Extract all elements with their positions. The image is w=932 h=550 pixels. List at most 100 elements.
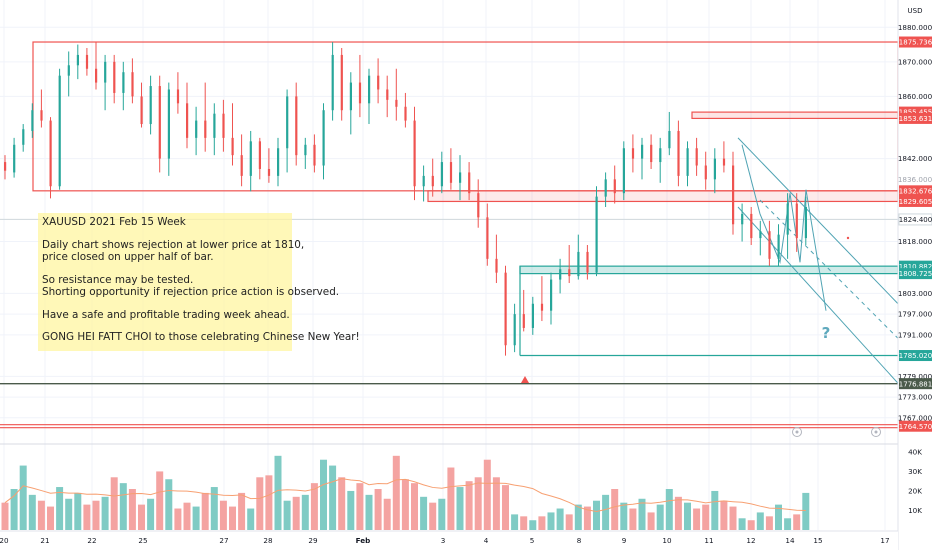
candle-body [459,172,462,183]
volume-bar [611,489,619,530]
volume-bar [620,502,628,530]
candlestick-series [4,42,807,356]
price-badge-label: 1832.676 [899,187,932,195]
volume-bar [147,498,155,530]
candle-body [431,175,434,187]
price-badge-label: 1829.605 [899,198,932,206]
candle-body [140,96,143,125]
candle-body [504,272,507,346]
volume-bar [702,504,710,530]
price-badge [899,185,932,197]
price-tick-label: 1860.000 [898,92,932,101]
candle-body [22,129,25,145]
price-tick-label: 1880.000 [898,23,932,32]
volume-bar [775,504,782,530]
candle-body [258,141,261,169]
volume-bar [219,500,227,530]
time-tick-label: 21 [40,536,49,545]
time-tick-label: 4 [484,536,489,545]
candle-body [304,144,307,156]
candle-body [222,113,225,138]
volume-bar [674,496,682,530]
channel-lower-line [737,206,899,384]
candle-body [540,303,544,311]
candle-body [386,89,389,100]
volume-bar [365,494,373,530]
projection-path [741,144,827,311]
horizontal-levels [0,41,899,429]
volume-bar [720,500,728,530]
price-tick-label: 1791.000 [898,330,932,339]
time-tick-label: 25 [138,536,147,545]
time-axis[interactable]: 20 21 22 25 27 28 29 Feb 3 4 5 8 9 10 11 12 14 15 17 [0,530,898,550]
volume-bar [565,514,573,530]
candle-body [659,148,662,163]
time-tick-label: 5 [530,536,535,545]
candle-body [604,179,607,197]
annotation-line: Daily chart shows rejection at lower pri… [42,238,305,251]
volume-bar [338,477,346,530]
volume-bar [247,508,255,530]
candle-body [85,54,89,69]
candle-body [49,120,52,187]
volume-bar [201,492,209,530]
price-badge [899,420,932,432]
volume-bar [74,492,82,530]
volume-bar [784,518,792,530]
dot-marker [846,236,850,240]
volume-bar [483,459,491,530]
time-tick-label: 11 [704,536,713,545]
price-badge [899,36,932,48]
volume-bar [529,520,537,530]
channel-mid-line [759,199,899,339]
volume-bar [438,498,446,530]
volume-bar [128,489,136,530]
candle-body [240,155,243,176]
volume-bar [665,489,673,530]
candle-body [13,144,16,173]
descending-channel [737,137,899,384]
volume-bar [256,477,264,530]
candle-body [722,158,726,166]
price-badge [898,213,932,226]
currency-label: USD [908,7,923,15]
price-tick-label: 1767.000 [898,413,932,422]
candle-body [167,89,170,159]
candle-body [95,68,98,83]
volume-bar [83,504,91,530]
volume-bar [492,477,500,530]
price-badge-label: 1764.570 [899,423,932,431]
price-axis[interactable]: USD 1880.000 1870.000 1860.000 1842.000 1818.… [897,0,932,550]
time-tick-label: 27 [219,536,228,545]
time-tick-label: 14 [785,536,795,545]
volume-bar [156,471,164,530]
volume-bar [320,459,327,530]
candle-body [522,314,525,328]
volume-bar [420,496,428,530]
candle-body [404,106,407,121]
annotation-line: So resistance may be tested. [42,273,194,286]
candle-body [58,75,61,187]
candle-body [704,165,707,180]
candle-body [113,61,116,93]
volume-bar [28,494,36,530]
volume-bar [183,502,191,530]
annotation-note[interactable]: XAUUSD 2021 Feb 15 Week Daily chart show… [38,213,360,351]
volume-bar [356,483,364,530]
candle-body [440,162,443,187]
event-icon [795,430,799,434]
candle-body [331,54,334,111]
volume-bar [292,496,300,530]
candle-body [67,65,70,76]
candle-body [322,110,325,166]
candle-body [149,86,152,125]
volume-bar [684,502,691,530]
candle-body [804,206,807,239]
candle-body [313,144,316,166]
price-badge [899,106,932,118]
price-tick-label: 1842.000 [898,154,932,163]
candle-body [4,162,7,171]
candle-body [158,86,161,159]
candle-body [40,110,43,121]
resistance-zone-top [691,111,899,120]
